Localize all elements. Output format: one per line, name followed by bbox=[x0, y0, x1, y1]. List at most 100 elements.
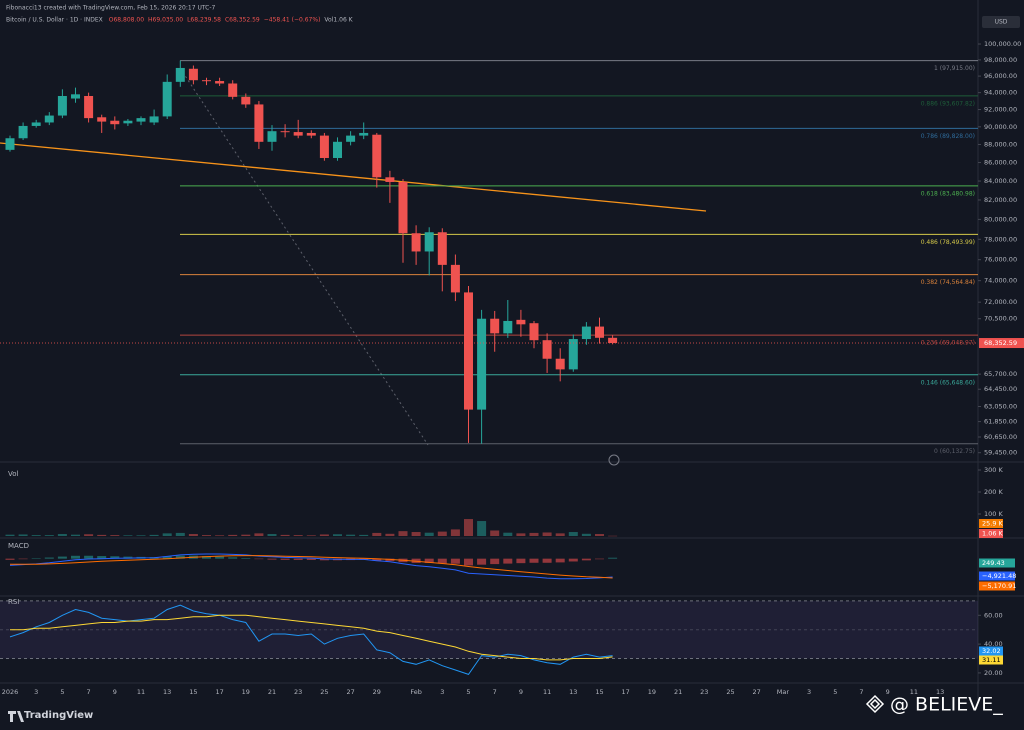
watermark-logo bbox=[865, 694, 885, 714]
y-tick-label: 82,000.00 bbox=[984, 196, 1017, 204]
y-tick-label: 84,000.00 bbox=[984, 177, 1017, 185]
x-tick-label: 11 bbox=[543, 688, 551, 696]
macd-histogram-bar bbox=[162, 556, 172, 559]
candle-body bbox=[31, 122, 41, 126]
y-tick-label: 86,000.00 bbox=[984, 159, 1017, 167]
x-tick-label: 5 bbox=[466, 688, 470, 696]
volume-bar bbox=[529, 532, 539, 536]
volume-bar bbox=[306, 535, 316, 536]
x-tick-label: 17 bbox=[622, 688, 630, 696]
candle-body bbox=[175, 67, 185, 82]
macd-histogram-bar bbox=[175, 555, 185, 559]
candle-body bbox=[477, 318, 487, 410]
volume-bar bbox=[568, 532, 578, 536]
currency-box[interactable] bbox=[982, 16, 1020, 28]
x-tick-label: Mar bbox=[777, 688, 790, 696]
candle-body bbox=[162, 81, 172, 117]
volume-bar bbox=[398, 531, 408, 536]
volume-bar bbox=[450, 529, 460, 536]
last-price-label: 68,352.59 bbox=[984, 339, 1017, 347]
fib-label: 0.618 (83,480.98) bbox=[921, 190, 975, 197]
watermark: @ BELIEVE_ bbox=[890, 694, 1003, 716]
macd-histogram-bar bbox=[293, 558, 303, 560]
candle-body bbox=[319, 135, 329, 158]
volume-bar bbox=[149, 534, 159, 536]
x-tick-label: 11 bbox=[137, 688, 145, 696]
candle-body bbox=[464, 292, 473, 410]
macd-histogram-bar bbox=[319, 558, 329, 561]
volume-bar bbox=[516, 533, 526, 536]
macd-histogram-bar bbox=[228, 557, 238, 559]
volume-bar bbox=[71, 534, 80, 536]
volume-bar bbox=[162, 533, 172, 536]
fib-label: 0.236 (69,048.97) bbox=[921, 340, 975, 347]
volume-bar bbox=[608, 535, 618, 537]
x-tick-label: 5 bbox=[60, 688, 64, 696]
candle-body bbox=[437, 232, 447, 265]
y-tick-label: 40.00 bbox=[984, 640, 1003, 648]
x-tick-label: 3 bbox=[440, 688, 444, 696]
x-tick-label: 15 bbox=[595, 688, 603, 696]
candle-body bbox=[450, 264, 460, 293]
event-icon[interactable] bbox=[608, 454, 620, 466]
volume-bar bbox=[477, 521, 487, 536]
macd-histogram-bar bbox=[254, 558, 264, 560]
volume-bar bbox=[228, 534, 238, 536]
volume-bar bbox=[503, 532, 513, 536]
fib-label: 0.382 (74,564.84) bbox=[921, 279, 975, 286]
x-tick-label: 3 bbox=[34, 688, 38, 696]
candle-body bbox=[529, 323, 539, 341]
volume-bar bbox=[215, 535, 225, 536]
candle-body bbox=[5, 138, 15, 150]
volume-bar bbox=[175, 532, 185, 536]
x-tick-label: 25 bbox=[726, 688, 734, 696]
macd-line bbox=[9, 553, 613, 580]
volume-ma-label: 25.9 K bbox=[982, 520, 1004, 528]
brand: TradingView bbox=[24, 710, 93, 721]
ohlc-value: −458.41 (−0.67%) bbox=[264, 17, 321, 24]
fib-label: 0.486 (78,493.99) bbox=[921, 239, 975, 246]
x-tick-label: 13 bbox=[936, 688, 944, 696]
candle-body bbox=[333, 141, 342, 158]
candle-body bbox=[97, 117, 107, 122]
macd-histogram-bar bbox=[202, 556, 211, 559]
volume-bar bbox=[44, 535, 54, 536]
y-tick-label: 72,000.00 bbox=[984, 298, 1017, 306]
credit: Fibonacci13 created with TradingView.com… bbox=[6, 5, 215, 12]
y-tick-label: 64,450.00 bbox=[984, 385, 1017, 393]
rsi-line bbox=[9, 604, 613, 675]
volume-bar bbox=[202, 535, 211, 536]
macd-histogram-bar bbox=[490, 558, 500, 565]
macd-histogram-bar bbox=[44, 557, 54, 559]
macd-histogram-bar bbox=[84, 555, 94, 559]
y-tick-label: 59,450.00 bbox=[984, 449, 1017, 457]
x-tick-label: 9 bbox=[113, 688, 117, 696]
volume-bar bbox=[31, 535, 41, 536]
volume-bar bbox=[359, 534, 369, 536]
candle-body bbox=[241, 96, 251, 105]
x-tick-label: 9 bbox=[886, 688, 890, 696]
x-tick-label: 27 bbox=[346, 688, 354, 696]
macd-histogram-bar bbox=[241, 558, 251, 559]
macd-histogram-bar bbox=[280, 558, 290, 560]
currency[interactable]: USD bbox=[995, 19, 1008, 26]
x-tick-label: 23 bbox=[294, 688, 302, 696]
y-tick-label: 76,000.00 bbox=[984, 256, 1017, 264]
volume-bar bbox=[319, 534, 329, 536]
x-tick-label: 25 bbox=[320, 688, 328, 696]
fib-label: 0.786 (89,828.00) bbox=[921, 133, 975, 140]
volume-bar bbox=[188, 534, 198, 536]
macd-histogram-bar bbox=[595, 558, 604, 560]
candle-body bbox=[136, 118, 146, 122]
ohlc-value: Vol1.06 K bbox=[324, 17, 353, 24]
x-tick-label: 21 bbox=[674, 688, 682, 696]
candle-body bbox=[411, 233, 421, 252]
macd-histogram-bar bbox=[437, 558, 447, 564]
candle-body bbox=[18, 125, 28, 139]
candle-body bbox=[306, 132, 316, 136]
volume-bar bbox=[18, 534, 28, 536]
volume-bar bbox=[372, 532, 382, 536]
fib-label: 0.146 (65,648.60) bbox=[921, 379, 975, 386]
candle-body bbox=[581, 326, 591, 340]
macd-value-label: −5,170.91 bbox=[982, 582, 1016, 590]
